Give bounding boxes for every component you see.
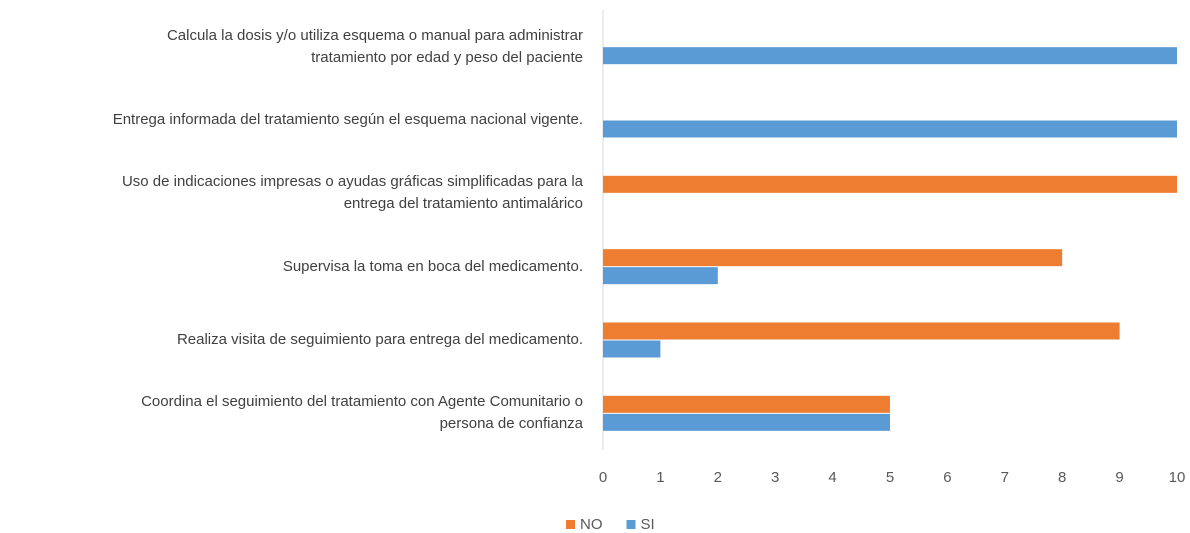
bar (603, 413, 890, 431)
x-tick-label: 8 (1058, 469, 1066, 486)
bar (603, 395, 890, 413)
bar (603, 249, 1063, 267)
category-label: Realiza visita de seguimiento para entre… (176, 331, 583, 348)
x-tick-label: 9 (1115, 469, 1123, 486)
x-tick-label: 3 (771, 469, 779, 486)
legend-swatch (566, 520, 575, 529)
x-tick-label: 4 (828, 469, 836, 486)
category-label: Entrega informada del tratamiento según … (112, 111, 583, 128)
x-tick-label: 2 (714, 469, 722, 486)
bar (603, 120, 1177, 138)
bar (603, 340, 661, 358)
x-tick-label: 1 (656, 469, 664, 486)
bar (603, 322, 1120, 340)
x-tick-label: 7 (1001, 469, 1009, 486)
x-tick-label: 6 (943, 469, 951, 486)
category-label: Uso de indicaciones impresas o ayudas gr… (121, 173, 583, 213)
x-tick-label: 10 (1169, 469, 1186, 486)
legend-swatch (626, 520, 636, 529)
category-label: Calcula la dosis y/o utiliza esquema o m… (166, 26, 583, 66)
legend-label: SI (641, 516, 655, 533)
bar (603, 47, 1177, 65)
x-tick-label: 0 (599, 469, 607, 486)
category-label: Coordina el seguimiento del tratamiento … (141, 393, 583, 433)
legend-label: NO (580, 516, 603, 533)
bar (603, 175, 1177, 193)
bar (603, 267, 718, 285)
category-label: Supervisa la toma en boca del medicament… (282, 257, 583, 275)
x-tick-label: 5 (886, 469, 894, 486)
